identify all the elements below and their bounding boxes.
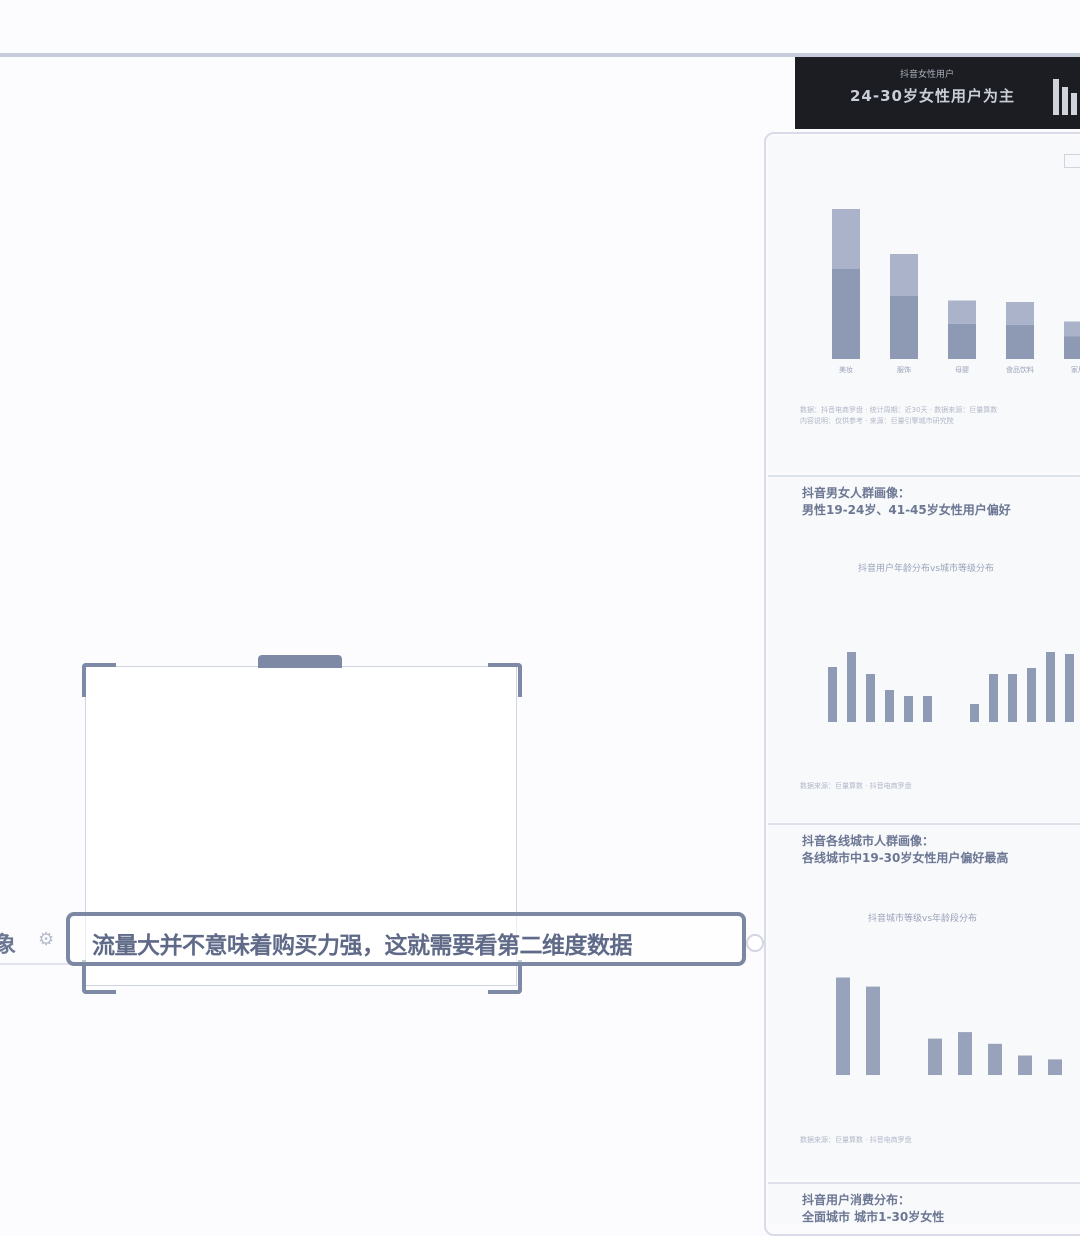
bar-upper-segment [832, 209, 860, 269]
bar-lower-segment [948, 323, 976, 359]
card3-title-1: 抖音各线城市人群画像： [802, 834, 935, 848]
age-bar [970, 704, 979, 722]
crop-corner-bottom-left[interactable] [82, 960, 116, 994]
banner-headline: 24-30岁女性用户为主 [850, 87, 1015, 105]
bar-upper-segment [1006, 302, 1034, 325]
selected-topic-node[interactable]: 流量大并不意味着购买力强，这就需要看第二维度数据 [66, 912, 746, 966]
crop-top-handle[interactable] [258, 655, 342, 668]
city-bar [1048, 1059, 1062, 1075]
chart-card-categories: 美妆 服饰 母婴 食品饮料 家居 数据：抖音电商罗盘 · 统计周期：近30天 · 数据来… [768, 137, 1080, 472]
city-bar [836, 977, 850, 1075]
chart-card-gender: 抖音男女人群画像： 男性19-24岁、41-45岁女性用户偏好 抖音用户年龄分布… [768, 475, 1080, 822]
crop-corner-top-right[interactable] [488, 663, 522, 697]
category-bar-chart: 美妆 服饰 母婴 食品饮料 家居 [832, 209, 1080, 374]
bar-category-label: 家居 [1071, 365, 1080, 374]
age-bar [866, 674, 875, 722]
card2-footnote: 数据来源：巨量算数 · 抖音电商罗盘 [800, 782, 912, 790]
city-bar [866, 986, 880, 1075]
card3-chart-title: 抖音城市等级vs年龄段分布 [868, 914, 978, 924]
card1-footnote-1: 数据：抖音电商罗盘 · 统计周期：近30天 · 数据来源：巨量算数 [800, 406, 998, 414]
city-bar [988, 1043, 1002, 1075]
bar-category-label: 母婴 [955, 366, 969, 374]
card1-footnote-2: 内容说明：仅供参考 · 来源：巨量引擎城市研究院 [800, 417, 954, 425]
city-bar [958, 1032, 972, 1075]
card2-title-2: 男性19-24岁、41-45岁女性用户偏好 [802, 503, 1011, 517]
bar-lower-segment [890, 296, 918, 359]
bar-lower-segment [1064, 336, 1080, 359]
banner-small-text: 抖音女性用户 [900, 70, 955, 80]
parent-topic-fragment[interactable]: 象 [0, 933, 17, 958]
city-bar [1018, 1055, 1032, 1075]
age-bar [828, 667, 837, 722]
card2-chart-title: 抖音用户年龄分布vs城市等级分布 [858, 564, 995, 574]
age-bar [1008, 674, 1017, 722]
bar-upper-segment [890, 254, 918, 296]
bar-category-label: 服饰 [897, 365, 911, 374]
topic-text[interactable]: 流量大并不意味着购买力强，这就需要看第二维度数据 [92, 933, 633, 959]
age-bar [1065, 654, 1074, 722]
banner-image: 抖音女性用户 24-30岁女性用户为主 [795, 57, 1080, 129]
bar-lower-segment [1006, 324, 1034, 359]
card2-title-1: 抖音男女人群画像： [802, 486, 911, 500]
top-divider [0, 53, 1080, 57]
bar-upper-segment [948, 300, 976, 324]
city-bar [928, 1038, 942, 1075]
card4-title-1: 抖音用户消费分布： [802, 1193, 911, 1207]
crop-corner-bottom-right[interactable] [488, 960, 522, 994]
collapse-toggle-icon[interactable]: ⚙ [38, 929, 55, 950]
age-bar [904, 696, 913, 722]
bar-category-label: 食品饮料 [1006, 365, 1034, 374]
expand-node-icon[interactable] [746, 934, 764, 952]
age-bar [847, 652, 856, 722]
age-bar [885, 690, 894, 722]
bar-lower-segment [832, 269, 860, 359]
age-bar [1027, 668, 1036, 722]
tag-box-icon [1064, 154, 1080, 168]
chart-card-city: 抖音各线城市人群画像： 各线城市中19-30岁女性用户偏好最高 抖音城市等级vs… [768, 823, 1080, 1180]
bar-category-label: 美妆 [839, 365, 853, 374]
card3-title-2: 各线城市中19-30岁女性用户偏好最高 [802, 851, 1009, 865]
bar-upper-segment [1064, 321, 1080, 337]
gender-age-bar-chart [828, 652, 1074, 722]
branch-connector [0, 963, 70, 965]
crop-corner-top-left[interactable] [82, 663, 116, 697]
age-bar [1046, 652, 1055, 722]
card3-footnote: 数据来源：巨量算数 · 抖音电商罗盘 [800, 1136, 912, 1144]
city-tier-bar-chart [836, 977, 1062, 1075]
age-bar [989, 674, 998, 722]
age-bar [923, 696, 932, 722]
